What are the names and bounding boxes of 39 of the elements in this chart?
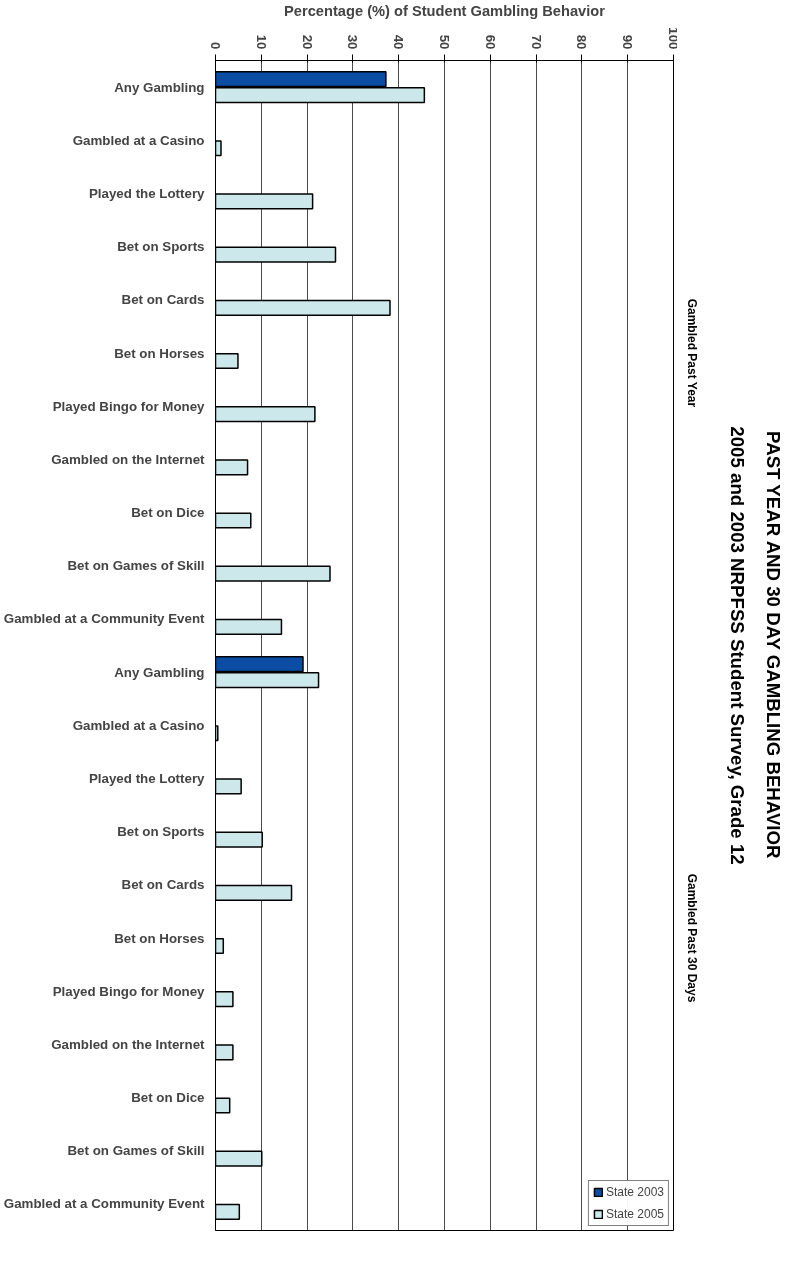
y-tick-label: Gambled at a Community Event	[3, 611, 206, 627]
y-tick-label: Bet on Sports	[117, 239, 205, 255]
y-tick-label: Played Bingo for Money	[52, 983, 206, 999]
y-tick-label: Bet on Games of Skill	[67, 558, 205, 574]
text: PAST YEAR AND 30 DAY GAMBLING BEHAVIOR	[763, 431, 784, 860]
text: Gambled Past 30 Days	[684, 873, 699, 1003]
y-tick-label: Bet on Sports	[117, 824, 205, 840]
y-tick-label: Gambled at a Community Event	[3, 1196, 206, 1212]
y-tick-label: Bet on Dice	[131, 1090, 205, 1106]
text: Gambled Past Year	[684, 298, 699, 408]
x-tick-label: 20	[299, 34, 315, 50]
legend-label: State 2003	[605, 1185, 664, 1199]
y-tick-label: Bet on Horses	[114, 345, 205, 361]
x-tick-label: 80	[574, 34, 590, 50]
y-tick-label: Any Gambling	[114, 664, 205, 680]
y-tick-label: Played Bingo for Money	[52, 398, 206, 414]
y-tick-label: Bet on Dice	[131, 505, 205, 521]
y-tick-label: Gambled on the Internet	[51, 451, 206, 467]
x-tick-label: 0	[208, 42, 223, 50]
text: 2005 and 2003 NRPFSS Student Survey, Grade 12	[727, 426, 748, 865]
legend-label: State 2005	[605, 1207, 664, 1221]
x-tick-label: 40	[391, 34, 407, 50]
x-tick-label: 10	[253, 34, 269, 50]
x-axis-title: Percentage (%) of Student Gambling Behavior	[284, 3, 606, 20]
y-tick-label: Gambled at a Casino	[72, 132, 205, 148]
y-tick-label: Any Gambling	[114, 79, 205, 95]
x-tick-label: 60	[482, 34, 498, 50]
y-tick-label: Played the Lottery	[88, 185, 206, 201]
y-tick-label: Bet on Games of Skill	[67, 1143, 205, 1159]
y-tick-label: Gambled at a Casino	[72, 717, 205, 733]
x-tick-label: 90	[620, 34, 636, 50]
y-tick-label: Bet on Cards	[121, 877, 205, 893]
x-tick-label: 70	[528, 34, 544, 50]
x-tick-label: 50	[437, 34, 452, 50]
x-tick-label: 30	[345, 34, 361, 50]
y-tick-label: Played the Lottery	[88, 770, 206, 786]
y-tick-label: Bet on Horses	[114, 930, 205, 946]
y-tick-label: Bet on Cards	[121, 292, 205, 308]
y-tick-label: Gambled on the Internet	[51, 1036, 206, 1052]
